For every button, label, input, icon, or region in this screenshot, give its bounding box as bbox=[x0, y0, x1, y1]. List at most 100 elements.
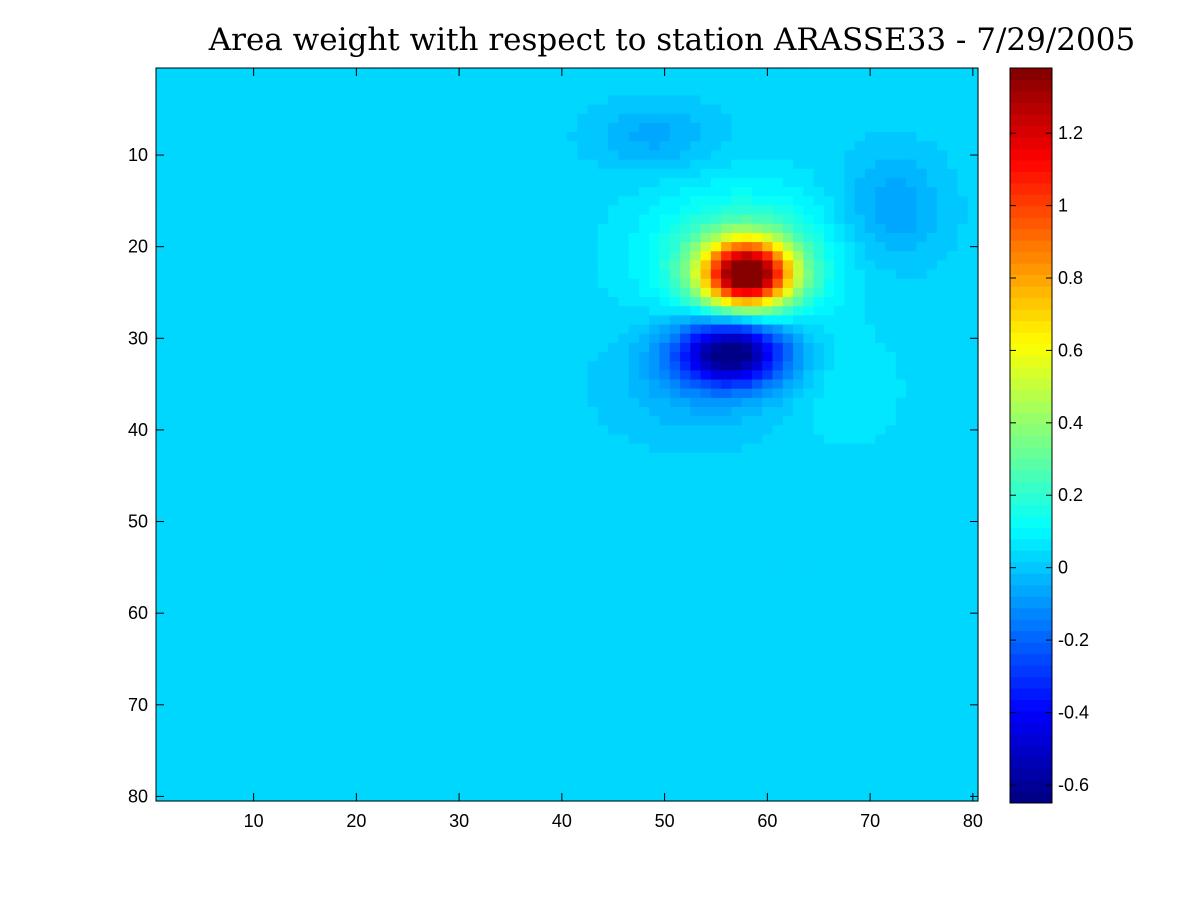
heatmap-cell bbox=[936, 416, 948, 426]
heatmap-cell bbox=[536, 425, 548, 436]
heatmap-cell bbox=[176, 617, 188, 628]
heatmap-cell bbox=[156, 287, 167, 298]
heatmap-cell bbox=[412, 461, 424, 472]
heatmap-cell bbox=[577, 590, 589, 601]
heatmap-cell bbox=[258, 177, 270, 188]
heatmap-cell bbox=[351, 407, 363, 417]
heatmap-cell bbox=[351, 461, 363, 472]
heatmap-cell bbox=[885, 168, 897, 179]
heatmap-cell bbox=[330, 205, 342, 216]
heatmap-cell bbox=[505, 260, 517, 271]
heatmap-cell bbox=[361, 590, 373, 601]
heatmap-cell bbox=[258, 223, 270, 234]
heatmap-cell bbox=[453, 526, 465, 536]
heatmap-cell bbox=[217, 498, 229, 509]
heatmap-cell bbox=[587, 205, 599, 216]
heatmap-cell bbox=[906, 260, 917, 271]
heatmap-cell bbox=[803, 544, 815, 555]
heatmap-cell bbox=[495, 590, 506, 601]
heatmap-cell bbox=[269, 260, 280, 271]
heatmap-cell bbox=[453, 132, 465, 142]
heatmap-cell bbox=[700, 425, 712, 436]
heatmap-cell bbox=[834, 214, 846, 225]
heatmap-cell bbox=[443, 434, 455, 445]
heatmap-cell bbox=[669, 232, 681, 243]
heatmap-cell bbox=[813, 480, 825, 491]
heatmap-cell bbox=[197, 361, 208, 371]
heatmap-cell bbox=[371, 315, 383, 326]
heatmap-cell bbox=[515, 132, 527, 142]
heatmap-cell bbox=[166, 342, 178, 353]
heatmap-cell bbox=[299, 544, 311, 555]
heatmap-cell bbox=[895, 86, 907, 97]
heatmap-cell bbox=[957, 599, 969, 610]
heatmap-cell bbox=[844, 425, 856, 436]
heatmap-cell bbox=[967, 306, 979, 316]
heatmap-cell bbox=[176, 407, 188, 417]
heatmap-cell bbox=[402, 516, 414, 527]
heatmap-cell bbox=[844, 535, 856, 546]
heatmap-cell bbox=[525, 86, 537, 97]
heatmap-cell bbox=[197, 498, 208, 509]
heatmap-cell bbox=[680, 342, 691, 353]
heatmap-cell bbox=[793, 205, 804, 216]
heatmap-cell bbox=[710, 599, 722, 610]
heatmap-cell bbox=[515, 461, 527, 472]
heatmap-cell bbox=[546, 581, 558, 591]
heatmap-cell bbox=[967, 480, 979, 491]
heatmap-cell bbox=[289, 333, 301, 344]
heatmap-cell bbox=[371, 553, 383, 564]
heatmap-cell bbox=[916, 297, 928, 307]
heatmap-cell bbox=[392, 68, 404, 78]
heatmap-cell bbox=[669, 342, 681, 353]
heatmap-cell bbox=[834, 535, 846, 546]
heatmap-cell bbox=[371, 242, 383, 252]
heatmap-cell bbox=[813, 86, 825, 97]
heatmap-cell bbox=[525, 397, 537, 408]
heatmap-cell bbox=[536, 260, 548, 271]
heatmap-cell bbox=[330, 352, 342, 362]
heatmap-cell bbox=[823, 132, 835, 142]
heatmap-cell bbox=[433, 141, 445, 152]
heatmap-cell bbox=[515, 306, 527, 316]
heatmap-cell bbox=[186, 507, 198, 518]
heatmap-cell bbox=[248, 232, 260, 243]
heatmap-cell bbox=[207, 251, 219, 262]
heatmap-cell bbox=[207, 122, 219, 133]
heatmap-cell bbox=[649, 168, 661, 179]
heatmap-cell bbox=[248, 361, 260, 371]
heatmap-cell bbox=[299, 507, 311, 518]
heatmap-cell bbox=[700, 480, 712, 491]
heatmap-cell bbox=[186, 122, 198, 133]
heatmap-cell bbox=[680, 617, 691, 628]
heatmap-cell bbox=[525, 590, 537, 601]
heatmap-cell bbox=[217, 562, 229, 573]
heatmap-cell bbox=[238, 388, 250, 399]
heatmap-cell bbox=[597, 544, 609, 555]
heatmap-cell bbox=[690, 535, 702, 546]
heatmap-cell bbox=[258, 608, 270, 619]
heatmap-cell bbox=[926, 214, 938, 225]
heatmap-cell bbox=[505, 553, 517, 564]
heatmap-cell bbox=[340, 571, 352, 582]
heatmap-cell bbox=[834, 379, 846, 390]
heatmap-cell bbox=[597, 361, 609, 371]
heatmap-cell bbox=[936, 287, 948, 298]
heatmap-cell bbox=[371, 150, 383, 161]
heatmap-cell bbox=[289, 599, 301, 610]
heatmap-cell bbox=[916, 77, 928, 87]
heatmap-cell bbox=[885, 342, 897, 353]
heatmap-cell bbox=[916, 626, 928, 637]
heatmap-cell bbox=[443, 379, 455, 390]
heatmap-cell bbox=[710, 617, 722, 628]
heatmap-cell bbox=[556, 187, 568, 197]
heatmap-cell bbox=[680, 278, 691, 289]
heatmap-cell bbox=[207, 434, 219, 445]
heatmap-cell bbox=[474, 223, 486, 234]
heatmap-cell bbox=[453, 86, 465, 97]
heatmap-cell bbox=[947, 260, 959, 271]
heatmap-cell bbox=[793, 379, 804, 390]
heatmap-cell bbox=[474, 636, 486, 646]
heatmap-cell bbox=[803, 581, 815, 591]
heatmap-cell bbox=[299, 416, 311, 426]
